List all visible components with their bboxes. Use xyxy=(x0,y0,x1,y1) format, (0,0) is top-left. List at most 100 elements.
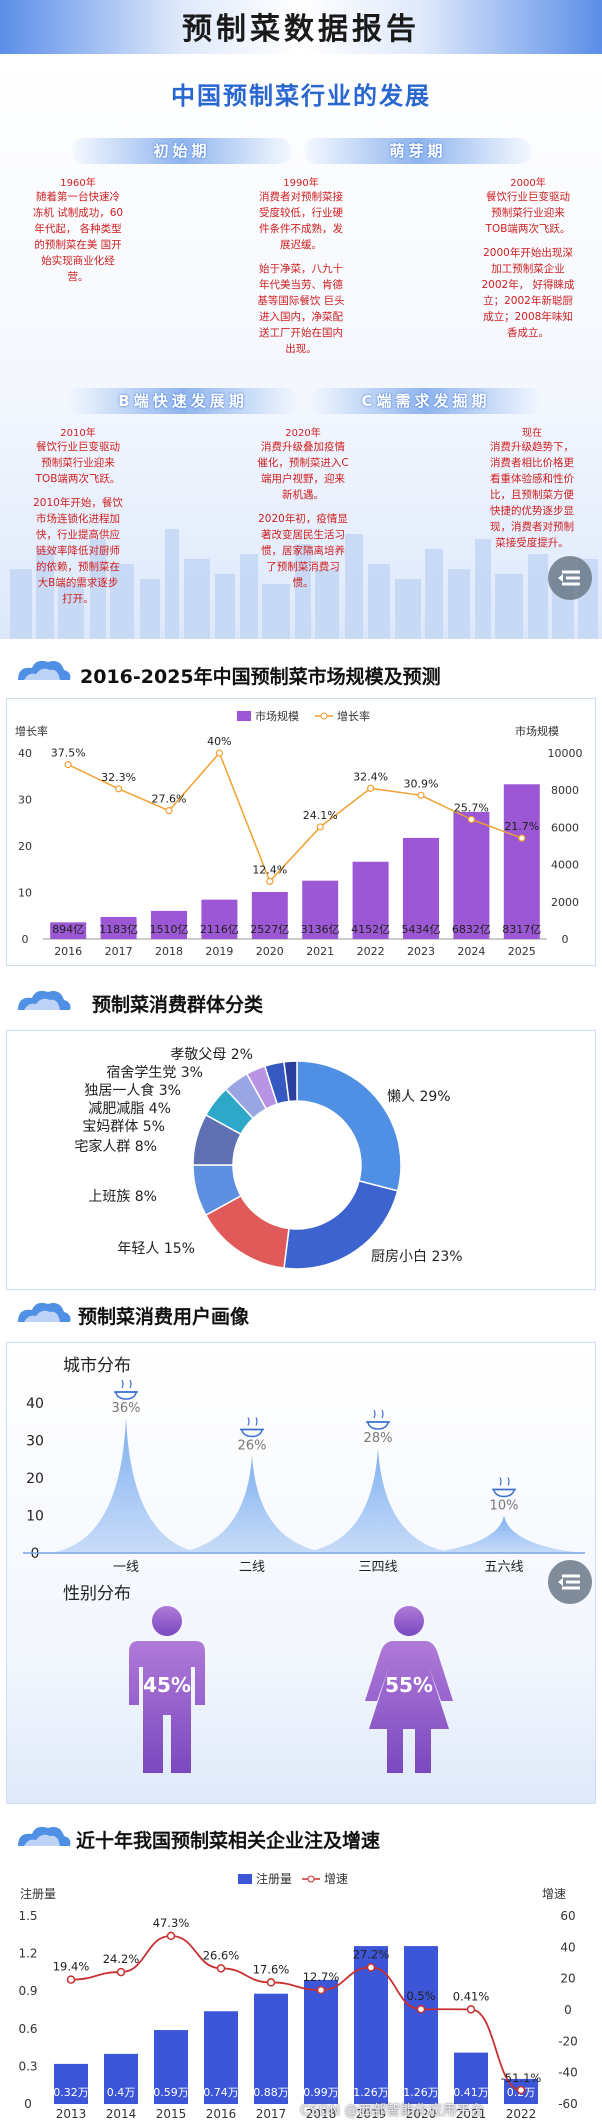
bar xyxy=(151,910,187,939)
entry-year: 1990年 xyxy=(283,178,319,189)
cloud-icon xyxy=(18,1826,71,1846)
right-axis-label: 市场规模 xyxy=(515,724,559,738)
line-label: 27.6% xyxy=(152,793,187,806)
city-skyline xyxy=(10,529,598,639)
entry-text-line: 快捷的优势逐步显 xyxy=(490,505,574,517)
entry-text-line: 消费升级趋势下， xyxy=(490,441,574,453)
bar-label: 0.74万 xyxy=(203,2086,239,2099)
entry-text-line: 惯，居家隔离培养 xyxy=(261,545,345,557)
list-menu-button[interactable] xyxy=(548,556,592,600)
right-tick-label: 8000 xyxy=(551,784,579,797)
bar-label: 1.26万 xyxy=(403,2086,439,2099)
dish-bowl xyxy=(367,1421,389,1430)
bar-label: 0.99万 xyxy=(303,2086,339,2099)
right-tick-label: 4000 xyxy=(551,859,579,872)
legend-label: 市场规模 xyxy=(255,709,299,723)
x-tick-label: 2018 xyxy=(306,2107,337,2121)
right-tick-label: 0 xyxy=(562,933,569,946)
x-tick-label: 三四线 xyxy=(358,1560,397,1573)
left-tick-label: 0.6 xyxy=(18,2022,37,2036)
line-point xyxy=(416,2004,426,2014)
dish-bowl xyxy=(493,1488,515,1498)
line-label: 27.2% xyxy=(353,1947,390,1961)
peak-label: 26% xyxy=(238,1439,267,1454)
bar xyxy=(453,811,490,939)
left-tick-label: 1.2 xyxy=(18,1947,37,1961)
entry-text-line: 比，且预制菜方便 xyxy=(490,489,574,501)
line-label: 32.4% xyxy=(353,770,388,783)
bar xyxy=(104,2053,138,2104)
bar xyxy=(304,1979,338,2104)
entry-text-line: 的依赖，预制菜在 xyxy=(36,561,120,573)
bar xyxy=(403,837,439,939)
entry-text-line: 基等国际餐饮 巨头 xyxy=(257,295,345,307)
bar xyxy=(54,2063,88,2104)
list-icon xyxy=(558,570,580,586)
growth-line xyxy=(67,751,523,883)
city-title: 城市分布 xyxy=(63,1356,131,1376)
line-label: 25.7% xyxy=(454,801,489,814)
bar xyxy=(302,880,339,939)
entry-text-line: 餐饮行业巨变驱动 xyxy=(486,191,570,203)
bar-label: 1.26万 xyxy=(353,2086,389,2099)
dish-steam xyxy=(121,1379,132,1389)
bar-label: 894亿 xyxy=(52,923,84,936)
line-point xyxy=(166,1931,176,1941)
dish-steam xyxy=(373,1409,384,1419)
male-figure-icon xyxy=(129,1606,205,1773)
x-tick-label: 2017 xyxy=(256,2107,287,2121)
x-tick-label: 2022 xyxy=(357,945,385,958)
entry-text-line xyxy=(18,487,138,495)
entry-text: 餐饮行业巨变驱动 预制菜行业迎来 TOB端两次飞跃。 2000年开始出现深 加工预制菜企… xyxy=(472,189,584,341)
dish-icon xyxy=(366,1409,390,1430)
cloud-icon xyxy=(18,660,71,680)
bar xyxy=(50,922,87,939)
entry-text-line: 餐饮行业巨变驱动 xyxy=(36,441,120,453)
bar-label: 8317亿 xyxy=(502,923,541,936)
x-tick-label: 2013 xyxy=(56,2107,87,2121)
dish-icon xyxy=(114,1379,138,1400)
legend-swatch xyxy=(238,1874,252,1884)
bar-label: 0.41万 xyxy=(453,2086,489,2099)
line-label: 17.6% xyxy=(253,1962,290,1976)
line-label: 26.6% xyxy=(203,1948,240,1962)
bar xyxy=(154,2030,188,2104)
portrait-title: 预制菜消费用户画像 xyxy=(78,1306,250,1328)
history-entry: 2010年 餐饮行业巨变驱动 预制菜行业迎来 TOB端两次飞跃。 2010年开始，餐饮… xyxy=(18,424,138,607)
list-icon xyxy=(558,1574,580,1590)
bar-label: 5434亿 xyxy=(402,923,441,936)
city-peak xyxy=(299,1448,457,1553)
line-point xyxy=(466,2005,476,2014)
line-label: 37.5% xyxy=(51,747,86,760)
pie-label: 孝敬父母 2% xyxy=(170,1047,253,1063)
entry-text-line: 市场连锁化进程加 xyxy=(36,513,120,525)
pie-slice xyxy=(296,1060,402,1192)
dish-steam xyxy=(499,1477,510,1486)
pie-label: 宿舍学生党 3% xyxy=(106,1064,203,1081)
entry-text-line: 受度较低，行业硬 xyxy=(259,207,343,219)
dish-icon xyxy=(240,1417,264,1438)
x-tick-label: 2016 xyxy=(206,2107,237,2121)
line-point xyxy=(66,1975,76,1984)
bar xyxy=(404,1946,438,2104)
pie-label: 独居一人食 3% xyxy=(84,1082,181,1099)
line-label: 24.2% xyxy=(103,1952,140,1966)
y-tick-label: 0 xyxy=(31,1546,40,1562)
x-tick-label: 2016 xyxy=(54,945,82,958)
right-tick-label: -60 xyxy=(558,2097,578,2111)
entry-text: 餐饮行业巨变驱动 预制菜行业迎来 TOB端两次飞跃。 2010年开始，餐饮 市场连锁化进… xyxy=(18,439,138,607)
entry-text-line: 菜接受度提升。 xyxy=(495,537,569,549)
dish-steam xyxy=(247,1417,258,1426)
entry-year: 现在 xyxy=(522,428,542,439)
entry-text-line xyxy=(250,503,356,511)
list-menu-button[interactable] xyxy=(548,1560,592,1604)
left-tick-label: 10 xyxy=(18,887,32,900)
entry-text-line: 新机遇。 xyxy=(282,489,324,501)
right-axis-label: 增速 xyxy=(542,1887,566,1901)
x-tick-label: 2014 xyxy=(106,2107,137,2121)
entry-text-line: TOB端两次飞跃。 xyxy=(485,223,571,235)
watermark: CSDN @西部智能化应用平台 xyxy=(300,2103,485,2119)
y-tick-label: 40 xyxy=(26,1396,44,1412)
history-entry: 现在 消费升级趋势下， 消费者相比价格更 看重体验感和性价 比，且预制菜方便 快捷的优势… xyxy=(478,424,586,551)
